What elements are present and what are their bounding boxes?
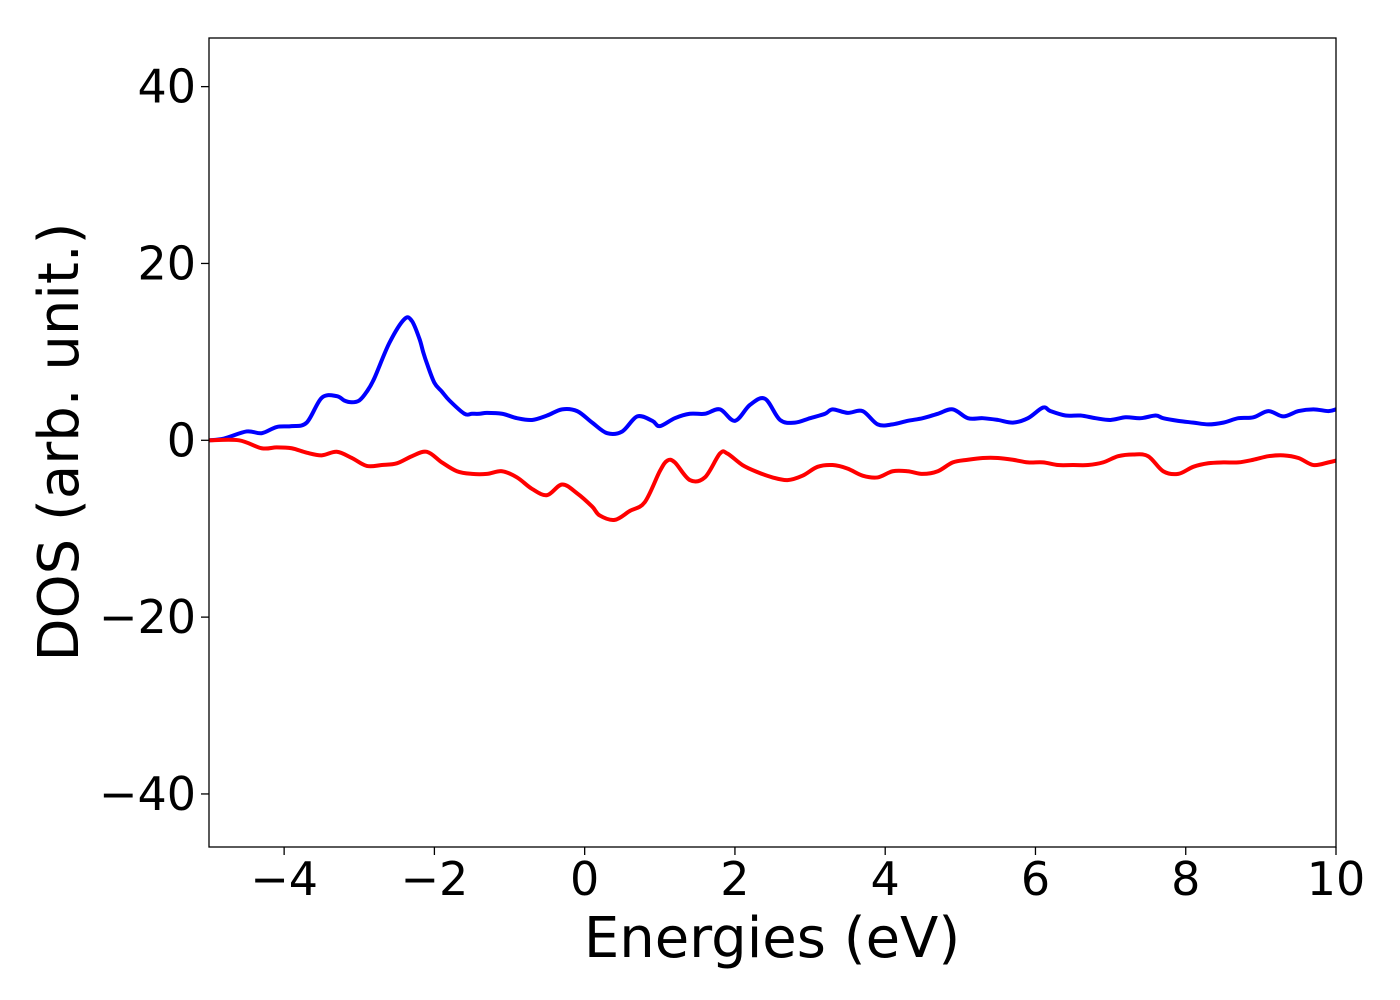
x-axis-ticks: −4 −2 0 2 4 6 8 10 [250, 847, 1365, 906]
x-tick-label: 2 [720, 852, 749, 906]
y-axis-label: DOS (arb. unit.) [27, 222, 92, 661]
x-tick-label: 4 [871, 852, 900, 906]
x-tick-label: 0 [570, 852, 599, 906]
y-axis-ticks: 40 20 0 −20 −40 [99, 60, 209, 821]
series-line-0 [209, 315, 1336, 443]
x-tick-label: 8 [1171, 852, 1200, 906]
x-axis-label: Energies (eV) [584, 906, 960, 971]
x-tick-label: −4 [250, 852, 318, 906]
y-tick-label: 40 [137, 60, 196, 114]
x-tick-label: −2 [400, 852, 468, 906]
x-tick-label: 10 [1307, 852, 1366, 906]
series-line-1 [209, 437, 1336, 522]
plot-frame [208, 37, 1337, 848]
plot-area [209, 38, 1336, 847]
x-tick-label: 6 [1021, 852, 1050, 906]
y-tick-label: −20 [99, 590, 196, 644]
y-tick-label: −40 [99, 767, 196, 821]
series-layer [209, 315, 1336, 522]
y-tick-label: 0 [167, 413, 196, 467]
y-tick-label: 20 [137, 236, 196, 290]
